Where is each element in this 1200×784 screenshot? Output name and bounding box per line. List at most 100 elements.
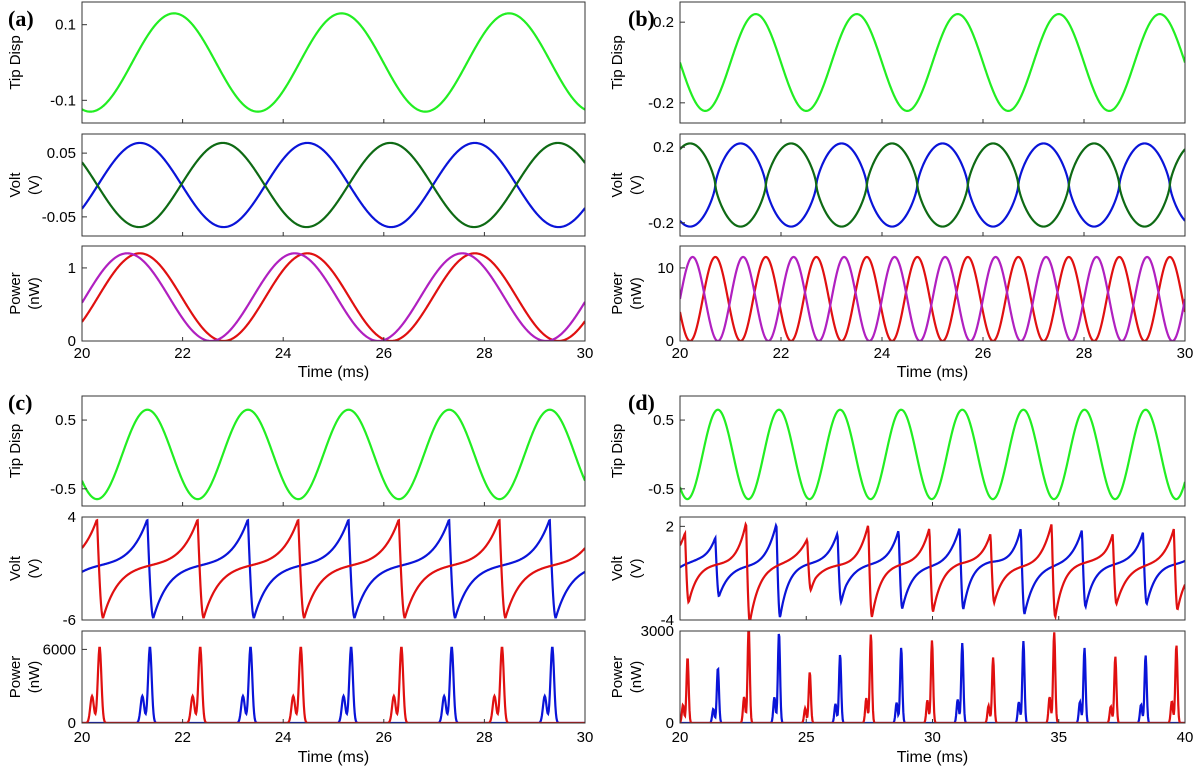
x-tick-label: 28 (1076, 345, 1093, 362)
y-tick-label: 0.5 (55, 412, 76, 429)
series-line-p2 (82, 252, 585, 341)
y-tick-label: -4 (661, 612, 674, 629)
y-tick-label: 0.2 (653, 139, 674, 156)
y-tick-label: 0.05 (47, 145, 76, 162)
axes-frame (81, 245, 586, 342)
subplot-volt: 4 -6 Volt (V) (7, 509, 586, 629)
x-axis-label: Time (ms) (298, 749, 369, 766)
subplot-volt: 2 -4 Volt (V) (609, 516, 1186, 629)
y-tick-label: 4 (68, 509, 76, 526)
y-axis-label: Volt (609, 555, 626, 581)
series-line-p2 (82, 646, 585, 723)
x-tick-label: 20 (672, 345, 689, 362)
series-line-tip (82, 408, 585, 501)
axes-frame (679, 245, 1186, 342)
y-tick-label: -0.5 (648, 481, 674, 498)
x-tick-label: 22 (773, 345, 790, 362)
y-axis-label: Tip Disp (609, 424, 626, 478)
y-tick-label: 0 (666, 715, 674, 732)
x-axis-label: Time (ms) (897, 364, 968, 381)
axes-frame (679, 133, 1186, 237)
x-tick-label: 30 (577, 729, 594, 746)
y-axis-label: Tip Disp (7, 35, 24, 89)
y-axis-label: Volt (609, 172, 626, 198)
series-line-tip (82, 12, 585, 113)
y-tick-label: 2 (666, 518, 674, 535)
y-tick-label: -0.5 (50, 481, 76, 498)
axes-frame (81, 516, 586, 621)
x-tick-label: 26 (975, 345, 992, 362)
x-tick-label: 35 (1050, 729, 1067, 746)
series-line-tip (680, 12, 1185, 113)
y-tick-label: 0 (68, 333, 76, 350)
series-line-v2 (82, 518, 585, 619)
subplot-power: 3000 0 Power (nW) (609, 623, 1186, 732)
subplot-tip-disp: 0.1 -0.1 Tip Disp (7, 1, 586, 124)
y-tick-label: 0 (68, 715, 76, 732)
x-tick-label: 28 (476, 345, 493, 362)
x-tick-label: 26 (375, 345, 392, 362)
y-tick-label: -0.1 (50, 92, 76, 109)
axes-frame (81, 1, 586, 124)
y-axis-label: (V) (628, 175, 645, 195)
x-tick-label: 22 (174, 729, 191, 746)
x-tick-label: 40 (1177, 729, 1194, 746)
y-tick-label: 0.2 (653, 14, 674, 31)
x-tick-label: 20 (74, 345, 91, 362)
x-tick-label: 30 (924, 729, 941, 746)
y-tick-label: -6 (63, 612, 76, 629)
y-tick-label: 6000 (43, 641, 76, 658)
x-tick-label: 22 (174, 345, 191, 362)
subplot-power: 6000 0 Power (nW) (7, 630, 586, 732)
axes-frame (81, 395, 586, 507)
y-axis-label: (V) (26, 175, 43, 195)
y-tick-label: -0.2 (648, 95, 674, 112)
y-axis-label: (nW) (26, 277, 43, 310)
y-axis-label: Power (609, 272, 626, 315)
subplot-tip-disp: 0.2 -0.2 Tip Disp (609, 1, 1186, 124)
subplot-power: 1 0 Power (nW) (7, 245, 586, 350)
x-tick-label: 20 (672, 729, 689, 746)
y-axis-label: Power (7, 656, 24, 699)
x-tick-label: 20 (74, 729, 91, 746)
y-tick-label: -0.05 (42, 209, 76, 226)
series-line-v1 (680, 142, 1185, 228)
y-axis-label: (nW) (26, 661, 43, 694)
subplot-volt: 0.05 -0.05 Volt (V) (7, 133, 586, 237)
y-axis-label: Volt (7, 172, 24, 198)
axes-frame (679, 1, 1186, 124)
series-line-p1 (82, 252, 585, 341)
y-axis-label: (V) (26, 559, 43, 579)
series-line-v1 (82, 141, 585, 229)
y-axis-label: Power (7, 272, 24, 315)
axes-frame (81, 133, 586, 237)
series-line-v2 (680, 142, 1185, 228)
x-tick-label: 30 (577, 345, 594, 362)
x-tick-label: 30 (1177, 345, 1194, 362)
series-line-v2 (680, 521, 1185, 620)
y-tick-label: -0.2 (648, 215, 674, 232)
subplot-volt: 0.2 -0.2 Volt (V) (609, 133, 1186, 237)
series-line-v2 (82, 141, 585, 229)
series-line-p1 (82, 646, 585, 723)
y-axis-label: Tip Disp (7, 424, 24, 478)
x-tick-label: 24 (275, 729, 292, 746)
x-tick-label: 25 (798, 729, 815, 746)
y-axis-label: (nW) (628, 277, 645, 310)
y-axis-label: (V) (628, 559, 645, 579)
subplot-tip-disp: 0.5 -0.5 Tip Disp (609, 395, 1186, 507)
y-axis-label: (nW) (628, 661, 645, 694)
panel-label: (a) (8, 6, 34, 31)
subplot-power: 10 0 Power (nW) (609, 245, 1186, 350)
subplot-tip-disp: 0.5 -0.5 Tip Disp (7, 395, 586, 507)
y-axis-label: Volt (7, 555, 24, 581)
panel-label: (c) (8, 390, 32, 415)
series-line-v1 (680, 522, 1185, 618)
y-axis-label: Power (609, 656, 626, 699)
x-tick-label: 26 (375, 729, 392, 746)
series-line-p1 (680, 255, 1185, 341)
series-line-p2 (680, 631, 1185, 723)
x-tick-label: 24 (275, 345, 292, 362)
